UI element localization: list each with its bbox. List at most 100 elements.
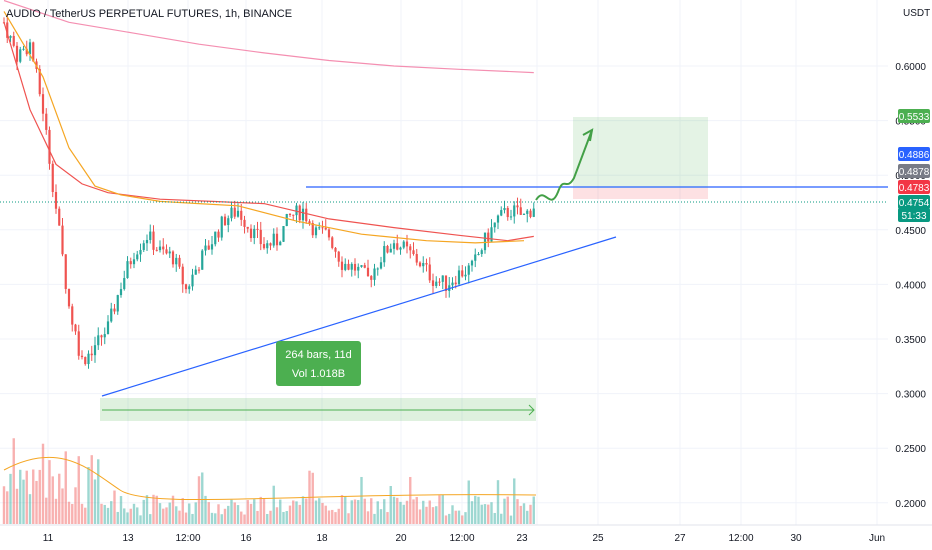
volume-bar [288,505,292,524]
candle-body [282,226,285,242]
volume-bar [162,508,165,524]
volume-bar [145,495,149,524]
volume-bar [194,502,197,524]
volume-bar [327,510,331,524]
volume-bar [292,500,295,524]
volume-bar [396,497,399,524]
volume-bar [136,507,139,524]
price-label-background [898,147,930,161]
volume-bar [35,480,38,524]
volume-bars [2,438,537,524]
volume-bar [71,503,74,524]
price-label: 0.4783 [898,180,930,194]
volume-bar [311,472,314,524]
candle-body [123,278,126,290]
x-tick-label: 20 [395,533,407,544]
x-tick-label: 23 [516,533,528,544]
volume-bar [100,503,103,524]
candle-body [292,214,295,216]
candle-body [129,261,132,265]
candle-body [100,335,103,338]
volume-bar [441,494,444,524]
price-label-background [898,180,930,194]
candle-body [84,357,87,365]
x-tick-label: 25 [592,533,604,544]
candle-body [253,228,256,239]
projection-path [535,129,593,201]
volume-bar [253,499,256,524]
volume-bar [201,472,204,524]
candle-body [493,222,496,228]
volume-bar [399,501,402,524]
volume-bar [392,496,396,524]
candle-body [526,210,529,214]
volume-bar [298,504,301,524]
volume-bar [119,496,123,524]
volume-bar [493,512,496,524]
candle-body [314,227,318,236]
volume-bar [425,506,428,524]
volume-bar [487,504,490,524]
candle-body [149,231,152,240]
volume-bar [334,512,337,524]
volume-bar [58,473,61,524]
drawings: 264 bars, 11d Vol 1.018B [0,128,932,416]
price-labels: 0.5533 0.4886 0.4878 0.4783 0.4754 51:33 [898,109,930,222]
candle-body [145,239,149,244]
candle-body [344,263,347,270]
volume-bar [116,511,119,524]
candle-body [516,205,519,208]
candle-body [305,208,308,222]
candle-body [386,245,389,253]
candle-body [162,246,165,250]
candle-body [357,266,360,271]
volume-bar [158,503,162,524]
candle-body [288,213,292,215]
volume-bar [67,501,71,524]
candle-body [402,241,405,248]
price-label-text: 0.4783 [899,183,930,194]
candle-body [480,250,483,254]
volume-bar [249,503,253,524]
candle-body [461,270,464,277]
volume-bar [373,513,376,524]
volume-bar [41,443,45,524]
volume-bar [402,504,405,524]
volume-bar [90,455,93,524]
volume-bar [509,515,513,524]
volume-bar [175,506,178,524]
candle-body [298,205,301,221]
candle-body [487,232,490,242]
candle-body [48,129,51,164]
volume-bar [103,504,106,524]
volume-bar [240,511,243,524]
volume-bar [51,476,54,524]
volume-bar [474,495,477,524]
volume-bar [422,500,425,524]
candle-body [214,231,217,245]
candle-body [275,233,279,246]
candle-body [389,248,392,253]
candle-body [9,35,12,38]
volume-bar [454,510,457,524]
price-axis: 0.60000.55000.50000.45000.40000.35000.30… [888,0,932,525]
volume-bar [314,500,318,524]
price-label: 0.4878 [898,164,930,178]
volume-bar [506,496,509,524]
candle-body [126,261,129,279]
candle-body [350,263,353,270]
candle-body [529,210,532,217]
volume-bar [379,509,383,524]
candle-body [318,227,321,229]
candle-body [71,306,74,325]
volume-bar [383,499,386,524]
volume-bar [503,498,506,524]
candle-body [22,48,25,50]
candles [2,14,535,369]
volume-bar [129,508,132,524]
volume-bar [6,491,9,524]
volume-bar [360,476,363,524]
price-label: 0.4886 [898,147,930,161]
volume-bar [217,504,220,524]
